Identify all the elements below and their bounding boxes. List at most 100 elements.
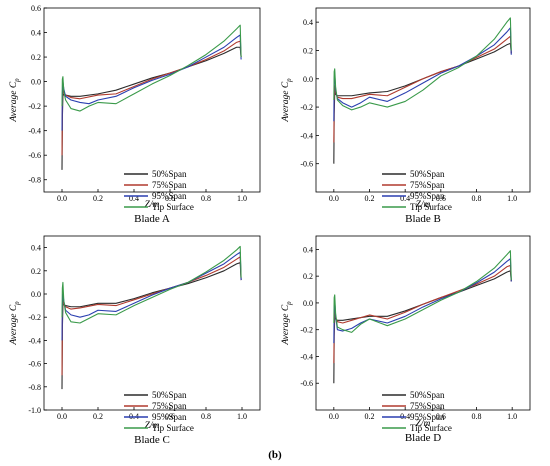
x-tick-label: 1.0 [507, 412, 517, 421]
plot-frame [43, 235, 261, 411]
y-tick-label: -1.0 [28, 406, 41, 415]
y-axis-label-main: Average C [281, 81, 291, 123]
series-lines [333, 250, 512, 384]
series-lines [61, 24, 242, 170]
x-axis-label: Z/m [145, 421, 160, 431]
x-tick-label: 0.6 [436, 194, 446, 203]
x-tick-label: 0.2 [365, 412, 375, 421]
y-tick-label: -0.2 [28, 102, 41, 111]
series-line-50-span [333, 270, 512, 384]
y-tick-label: 0.6 [31, 4, 41, 13]
y-tick-label: -0.2 [300, 326, 313, 335]
x-tick-label: 0.8 [472, 412, 482, 421]
chart-title: Blade D [405, 432, 441, 444]
y-tick-label: 0.2 [303, 272, 313, 281]
x-tick-label: 0.8 [201, 412, 211, 421]
y-tick-label: -0.8 [28, 176, 41, 185]
y-tick-label: -0.6 [28, 151, 41, 160]
y-axis-label-subscript: p [285, 301, 293, 306]
x-tick-label: 1.0 [237, 412, 247, 421]
y-axis-label-subscript: p [285, 78, 293, 83]
y-tick-label: -0.6 [28, 360, 41, 369]
y-tick-label: 0.2 [31, 267, 41, 276]
x-tick-label: 0.6 [165, 412, 175, 421]
series-line-50-span [61, 46, 242, 170]
y-axis-label-subscript: p [13, 301, 21, 306]
y-axis-label: Average Cp [281, 301, 293, 346]
y-tick-label: 0.4 [31, 29, 41, 38]
y-axis-label: Average Cp [9, 301, 21, 346]
y-tick-label: 0.4 [31, 244, 41, 253]
plot-frame [43, 7, 261, 193]
series-line-75-span [333, 264, 512, 364]
x-tick-label: 0.2 [93, 194, 103, 203]
legend-label-tip-surface: Tip Surface [152, 202, 194, 212]
y-tick-label: -0.4 [300, 131, 313, 140]
x-tick-label: 0.2 [93, 412, 103, 421]
legend-label-75-span: 75%Span [152, 180, 187, 190]
x-tick-label: 0.6 [436, 412, 446, 421]
x-axis-label: Z/m [416, 200, 431, 210]
x-axis-label: Z/m [416, 419, 431, 429]
x-tick-label: 0.0 [57, 412, 67, 421]
series-line-95-span [61, 251, 242, 341]
legend-label-tip-surface: Tip Surface [152, 423, 194, 433]
series-line-75-span [333, 35, 512, 143]
x-tick-label: 1.0 [237, 194, 247, 203]
legend-label-95-span: 95%Span [152, 412, 187, 422]
series-line-95-span [333, 258, 512, 344]
x-tick-label: 0.0 [329, 194, 339, 203]
legend-label-75-span: 75%Span [410, 180, 445, 190]
x-tick-label: 0.6 [165, 194, 175, 203]
y-tick-label: -0.6 [300, 379, 313, 388]
y-tick-label: -0.8 [28, 383, 41, 392]
y-tick-label: -0.2 [300, 103, 313, 112]
x-tick-label: 0.4 [129, 194, 139, 203]
series-line-50-span [333, 42, 512, 164]
series-lines [333, 17, 512, 164]
chart-title: Blade C [134, 434, 170, 446]
chart-blade-d: 0.00.20.40.60.81.00.40.20.0-0.2-0.4-0.6Z… [281, 235, 531, 444]
y-tick-label: 0.2 [31, 53, 41, 62]
y-tick-label: 0.4 [303, 18, 313, 27]
chart-title: Blade B [405, 213, 441, 225]
y-tick-label: 0.2 [303, 46, 313, 55]
y-axis-label-main: Average C [281, 304, 291, 346]
legend-label-50-span: 50%Span [152, 169, 187, 179]
x-tick-label: 0.2 [365, 194, 375, 203]
x-tick-label: 1.0 [507, 194, 517, 203]
legend-label-tip-surface: Tip Surface [410, 423, 452, 433]
legend-label-95-span: 95%Span [410, 191, 445, 201]
plot-frame [315, 235, 531, 411]
chart-blade-b: 0.0 0.2 0.4 0.6 0.8 1.0 0.4 0.2 0.0 -0.2 -0.4 -0.6 Z… [281, 7, 531, 225]
x-tick-label: 0.0 [57, 194, 67, 203]
plot-frame [315, 7, 531, 193]
x-axis-label: Z/m [145, 200, 160, 210]
x-tick-label: 0.0 [329, 412, 339, 421]
chart-blade-a: 0.0 0.2 0.4 0.6 0.8 1.0 0.6 0.4 0.2 0.0 -0.2 -0.4 -0… [9, 4, 261, 225]
x-tick-label: 0.8 [472, 194, 482, 203]
y-tick-label: 0.0 [31, 78, 41, 87]
series-line-95-span [61, 34, 242, 131]
series-line-75-span [61, 40, 242, 156]
legend-label-50-span: 50%Span [410, 169, 445, 179]
y-tick-label: 0.0 [303, 75, 313, 84]
legend-label-50-span: 50%Span [410, 390, 445, 400]
figure-label: (b) [268, 449, 282, 461]
y-tick-label: -0.4 [300, 352, 313, 361]
series-line-tip-surface [333, 17, 512, 111]
series-line-tip-surface [333, 250, 512, 333]
y-axis-label-main: Average C [9, 81, 19, 123]
x-tick-label: 0.8 [201, 194, 211, 203]
series-line-50-span [61, 262, 242, 390]
y-tick-label: -0.2 [28, 313, 41, 322]
x-tick-label: 0.4 [400, 194, 410, 203]
chart-title: Blade A [134, 213, 170, 225]
y-tick-label: 0.4 [303, 245, 313, 254]
y-tick-label: -0.6 [300, 160, 313, 169]
series-line-tip-surface [61, 24, 242, 112]
legend-label-95-span: 95%Span [410, 412, 445, 422]
y-tick-label: 0.0 [31, 290, 41, 299]
y-axis-label: Average Cp [9, 78, 21, 123]
